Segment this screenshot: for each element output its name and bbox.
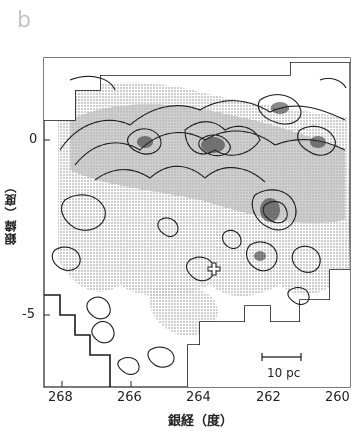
dense-cores	[137, 102, 326, 261]
x-tick-260: 260	[325, 390, 350, 405]
y-axis-label: 銀緯（度）	[4, 180, 18, 245]
cross-marker	[207, 262, 221, 276]
contour-lines	[51, 75, 347, 375]
x-tick-266: 266	[117, 390, 142, 405]
x-tick-262: 262	[256, 390, 281, 405]
panel-label: b	[17, 8, 31, 33]
scale-bar-label: 10 pc	[266, 366, 302, 380]
x-axis-label: 銀経（度）	[168, 414, 234, 429]
x-tick-264: 264	[186, 390, 211, 405]
y-tick-0: 0	[29, 132, 38, 147]
x-tick-268: 268	[48, 390, 73, 405]
y-tick-minus5: -5	[22, 307, 35, 322]
